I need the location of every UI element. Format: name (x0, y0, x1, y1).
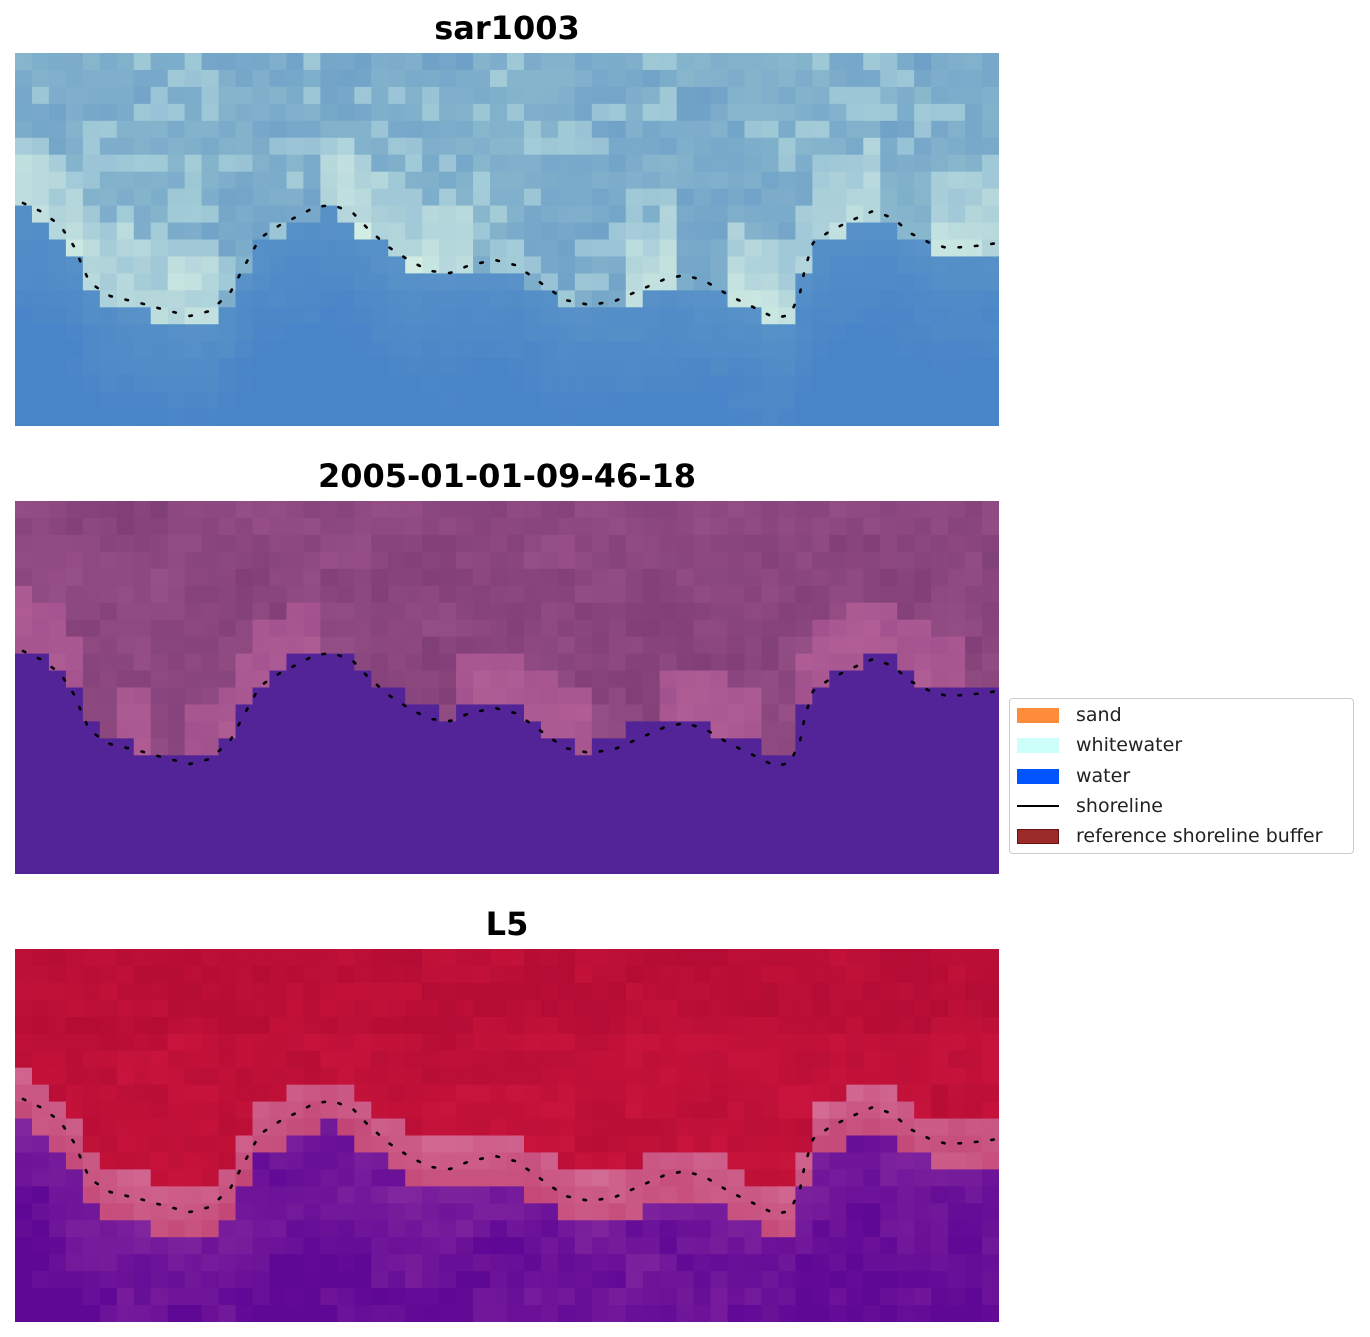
legend-item-sand: sand (1017, 704, 1122, 726)
legend-label-shoreline: shoreline (1076, 795, 1163, 817)
sand-swatch (1017, 707, 1059, 723)
mndwi-image-panel (15, 949, 999, 1322)
shoreline (21, 1097, 999, 1216)
legend-label-sand: sand (1076, 704, 1122, 726)
image-pixels (15, 53, 999, 426)
legend-label-water: water (1076, 765, 1131, 787)
image-pixels (15, 949, 999, 1322)
legend-item-shoreline: shoreline (1017, 795, 1163, 817)
shoreline-line-sample (1017, 805, 1059, 807)
legend-item-whitewater: whitewater (1017, 734, 1182, 756)
legend-label-reference-buffer: reference shoreline buffer (1076, 825, 1323, 847)
shoreline (21, 649, 999, 768)
legend: sand whitewater water shoreline referenc… (1009, 698, 1354, 854)
shoreline (21, 201, 999, 320)
legend-label-whitewater: whitewater (1076, 734, 1183, 756)
panel-title-rgb: sar1003 (434, 9, 580, 47)
whitewater-swatch (1017, 737, 1059, 753)
rgb-image-panel (15, 53, 999, 426)
legend-item-water: water (1017, 765, 1130, 787)
legend-item-reference-buffer: reference shoreline buffer (1017, 825, 1322, 847)
image-pixels (15, 501, 999, 874)
water-swatch (1017, 768, 1059, 784)
panel-title-classified: 2005-01-01-09-46-18 (317, 457, 697, 495)
panel-title-mndwi: L5 (485, 905, 529, 943)
reference-buffer-swatch (1017, 828, 1059, 844)
classified-image-panel (15, 501, 999, 874)
